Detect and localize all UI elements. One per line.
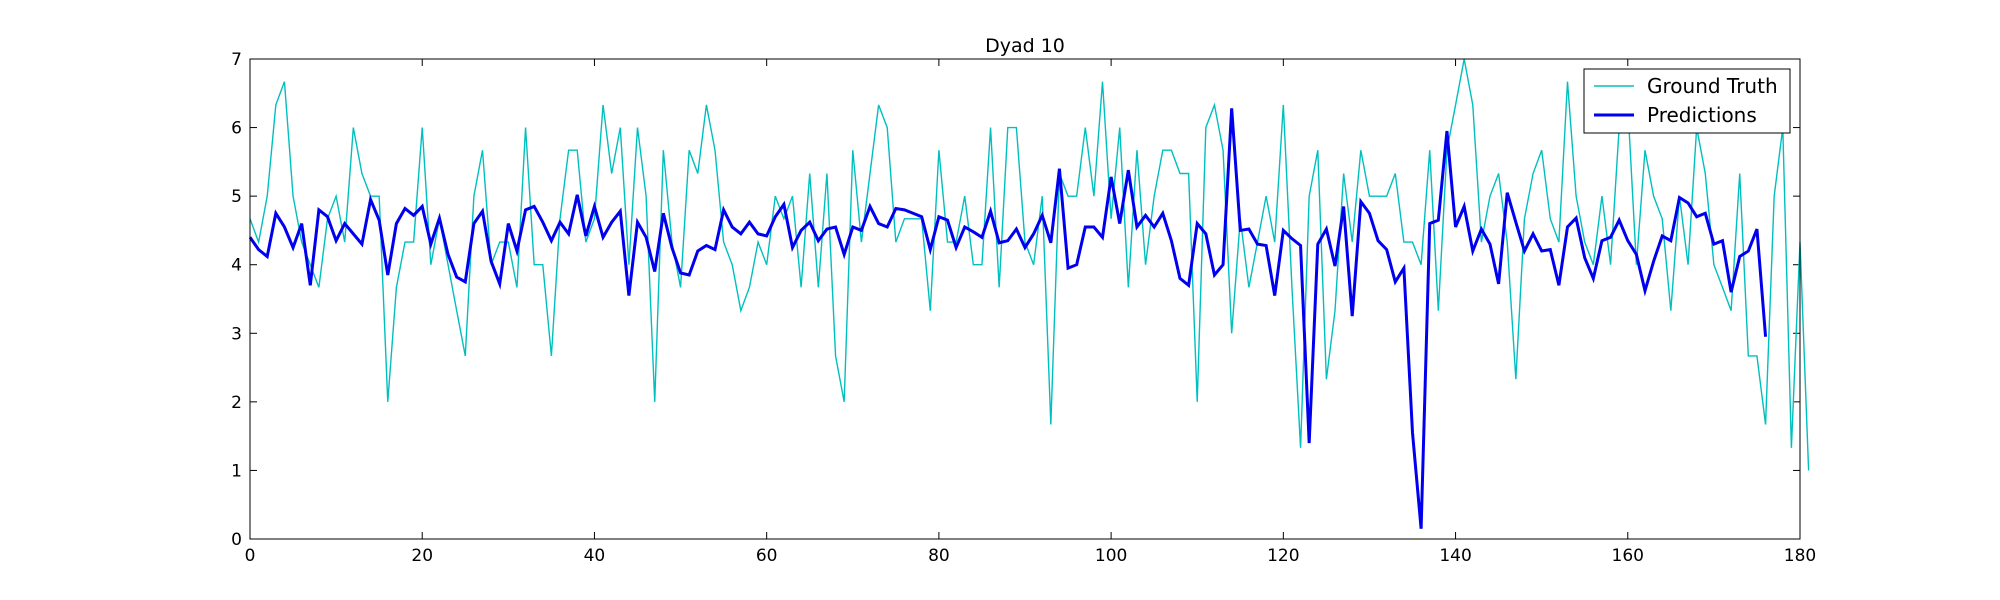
y-axis: 0 1 2 3 4 5 6 7 [231, 50, 1800, 550]
x-tick-label: 180 [1784, 546, 1816, 566]
y-tick-label: 5 [231, 187, 242, 207]
series-lines [248, 58, 1810, 529]
x-tick-label: 20 [411, 546, 433, 566]
y-tick-label: 3 [231, 324, 242, 344]
chart-title: Dyad 10 [985, 35, 1065, 57]
legend-label-ground-truth: Ground Truth [1647, 74, 1778, 98]
series-line-predictions [248, 108, 1768, 529]
x-tick-label: 160 [1612, 546, 1644, 566]
legend-label-predictions: Predictions [1647, 103, 1757, 127]
x-tick-label: 140 [1439, 546, 1471, 566]
x-tick-label: 40 [584, 546, 606, 566]
y-tick-label: 0 [231, 530, 242, 550]
x-tick-label: 80 [928, 546, 950, 566]
y-tick-label: 2 [231, 393, 242, 413]
y-tick-label: 1 [231, 461, 242, 481]
y-tick-label: 6 [231, 119, 242, 139]
series-line-ground-truth [249, 58, 1810, 471]
legend: Ground Truth Predictions [1583, 68, 1791, 134]
x-tick-label: 120 [1267, 546, 1299, 566]
x-tick-label: 0 [245, 546, 256, 566]
x-tick-label: 100 [1095, 546, 1127, 566]
y-tick-label: 4 [231, 256, 242, 276]
legend-box [1583, 68, 1791, 134]
y-tick-label: 7 [231, 50, 242, 70]
x-tick-label: 60 [756, 546, 778, 566]
plot-frame [249, 58, 1801, 540]
